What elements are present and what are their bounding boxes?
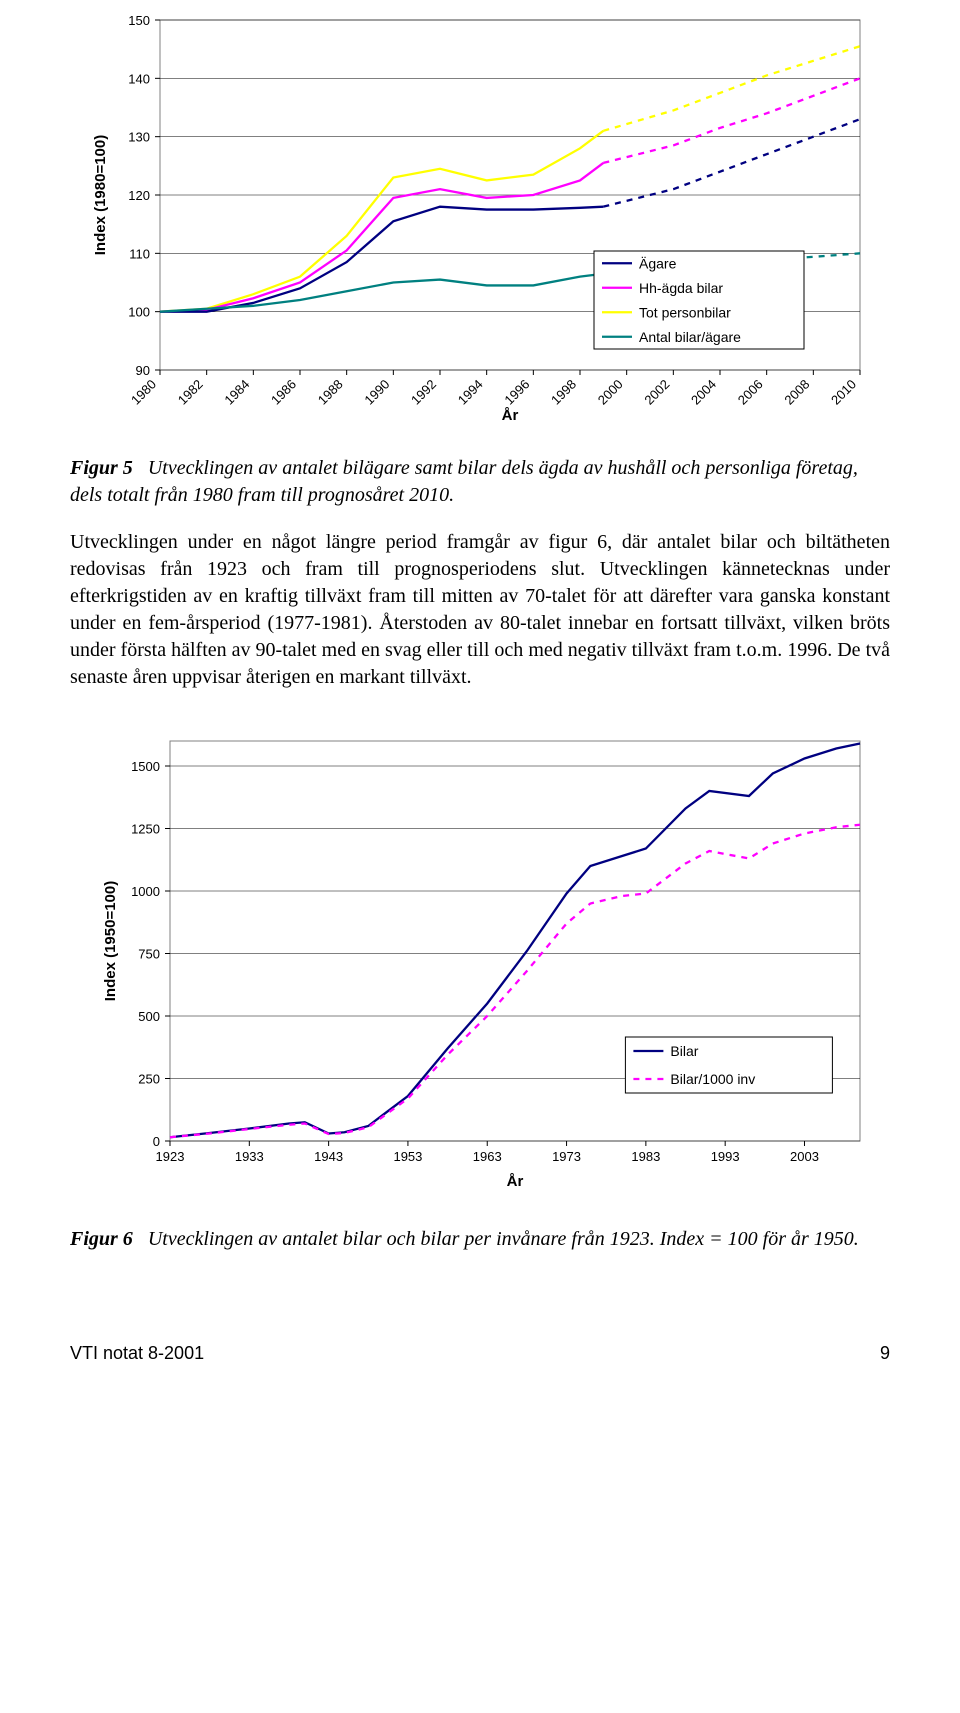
svg-text:1963: 1963 — [473, 1149, 502, 1164]
svg-text:År: År — [507, 1173, 524, 1190]
svg-text:2003: 2003 — [790, 1149, 819, 1164]
chart-2: 0 250 500 750 1000 1250 1500 1923 1933 1943 1953 19… — [70, 721, 890, 1201]
svg-text:1973: 1973 — [552, 1149, 581, 1164]
svg-text:1923: 1923 — [156, 1149, 185, 1164]
svg-text:Ägare: Ägare — [639, 255, 677, 271]
figure-6-title: Utvecklingen av antalet bilar och bilar … — [148, 1228, 859, 1250]
chart-1: 9010011012013014015019801982198419861988… — [70, 10, 890, 430]
svg-text:140: 140 — [128, 71, 150, 86]
body-paragraph: Utvecklingen under en något längre perio… — [70, 529, 890, 691]
svg-text:110: 110 — [129, 246, 150, 261]
svg-text:1983: 1983 — [631, 1149, 660, 1164]
svg-text:1000: 1000 — [131, 884, 160, 899]
svg-text:Tot personbilar: Tot personbilar — [639, 304, 731, 320]
svg-text:250: 250 — [138, 1072, 160, 1087]
svg-text:Bilar: Bilar — [670, 1043, 698, 1059]
page-footer: VTI notat 8-2001 9 — [70, 1343, 890, 1364]
svg-text:Index (1950=100): Index (1950=100) — [102, 881, 119, 1002]
svg-text:Bilar/1000 inv: Bilar/1000 inv — [670, 1071, 755, 1087]
svg-text:1993: 1993 — [711, 1149, 740, 1164]
svg-text:750: 750 — [138, 947, 160, 962]
svg-text:År: År — [502, 407, 519, 424]
svg-text:1933: 1933 — [235, 1149, 264, 1164]
svg-text:1500: 1500 — [131, 759, 160, 774]
svg-text:1943: 1943 — [314, 1149, 343, 1164]
svg-text:Index (1980=100): Index (1980=100) — [92, 135, 109, 256]
figure-6-caption: Figur 6 Utvecklingen av antalet bilar oc… — [70, 1226, 890, 1253]
footer-page-number: 9 — [880, 1343, 890, 1364]
svg-text:0: 0 — [153, 1134, 160, 1149]
figure-5-label: Figur 5 — [70, 457, 133, 479]
figure-5-title: Utvecklingen av antalet bilägare samt bi… — [70, 457, 858, 506]
svg-text:1953: 1953 — [393, 1149, 422, 1164]
chart-2-container: 0 250 500 750 1000 1250 1500 1923 1933 1943 1953 19… — [70, 721, 890, 1206]
figure-6-label: Figur 6 — [70, 1228, 133, 1250]
svg-text:90: 90 — [136, 363, 150, 378]
svg-text:1250: 1250 — [131, 822, 160, 837]
svg-text:Antal bilar/ägare: Antal bilar/ägare — [639, 329, 741, 345]
figure-5-caption: Figur 5 Utvecklingen av antalet bilägare… — [70, 455, 890, 509]
svg-text:100: 100 — [128, 305, 150, 320]
svg-text:Hh-ägda bilar: Hh-ägda bilar — [639, 280, 723, 296]
svg-text:120: 120 — [128, 188, 150, 203]
svg-text:150: 150 — [128, 13, 150, 28]
footer-reference: VTI notat 8-2001 — [70, 1343, 204, 1364]
svg-text:130: 130 — [128, 130, 150, 145]
chart-1-container: 9010011012013014015019801982198419861988… — [70, 10, 890, 435]
svg-text:500: 500 — [138, 1009, 160, 1024]
